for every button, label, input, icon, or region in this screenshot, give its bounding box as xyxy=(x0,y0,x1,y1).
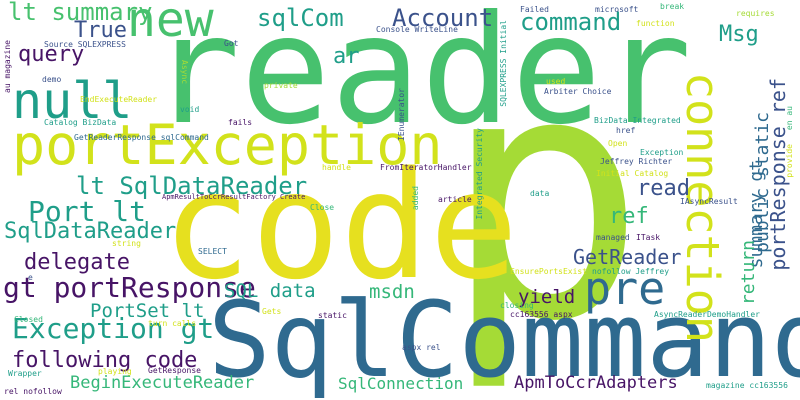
word-portset-lt: PortSet lt xyxy=(90,300,205,322)
word-open: Open xyxy=(608,139,628,148)
word-msg: Msg xyxy=(719,22,759,47)
word-reader: reader xyxy=(150,0,692,158)
word-null: null xyxy=(12,72,133,130)
word-close: Close xyxy=(310,203,335,212)
word-aspx-rel: aspx rel xyxy=(402,343,441,352)
word-jeffrey-richter: Jeffrey Richter xyxy=(600,157,673,166)
word-ensureportsexist: EnsurePortsExist xyxy=(510,267,588,276)
word-managed: managed xyxy=(596,233,630,242)
word-new: new xyxy=(127,0,214,48)
word-delegate: delegate xyxy=(24,250,130,275)
word-cc163556-aspx: cc163556 aspx xyxy=(510,310,573,319)
word-en-au: en au xyxy=(785,106,794,131)
word-getreader: GetReader xyxy=(573,245,682,269)
word-string: string xyxy=(112,239,141,248)
word-apmtoccradapters: ApmToCcrAdapters xyxy=(514,373,678,393)
word-private: private xyxy=(264,81,298,90)
word-demo: demo xyxy=(42,75,62,84)
word-ref: ref xyxy=(609,204,649,229)
word-command: command xyxy=(520,8,622,36)
word-function: function xyxy=(636,19,675,28)
word-endexecutereader: EndExecuteReader xyxy=(80,95,158,104)
word-used: used xyxy=(546,77,566,86)
word-read: read xyxy=(637,176,690,201)
word-integrated-security: Integrated Security xyxy=(475,128,484,220)
word-data: data xyxy=(530,189,550,198)
word-catalog-bizdata: Catalog BizData xyxy=(44,118,117,127)
word-exception-gt: Exception gt xyxy=(12,312,215,345)
word-account: Account xyxy=(392,4,494,32)
word-closing: closing xyxy=(500,301,534,310)
word-sqlcommand: SqlCommand xyxy=(208,279,800,400)
word-article: article xyxy=(438,195,472,204)
word-requires: requires xyxy=(736,9,775,18)
word-bizdata-integrated: BizData Integrated xyxy=(594,116,681,125)
word-portexception: portException xyxy=(12,113,443,177)
word-query: query xyxy=(18,42,85,67)
word-sqldatareader: SqlDataReader xyxy=(4,219,177,244)
word-rel-nofollow: rel nofollow xyxy=(4,387,62,396)
word-following-code: following code xyxy=(12,348,198,373)
word-exception: Exception xyxy=(640,148,684,157)
word-p: p xyxy=(442,0,647,396)
word-pre: pre xyxy=(584,262,666,315)
word-gets: Gets xyxy=(262,307,282,316)
word-wrapper: Wrapper xyxy=(8,369,42,378)
word-break: break xyxy=(660,2,685,11)
word-code: code xyxy=(162,140,519,312)
word-getresponse: GetResponse xyxy=(148,366,201,375)
word-true: True xyxy=(74,18,127,43)
word-lt-summary: lt summary xyxy=(8,0,153,26)
word-sqlconnection: SqlConnection xyxy=(338,374,464,393)
word-sqlexpress-initial: SQLEXPRESS Initial xyxy=(499,20,508,107)
word-ar: ar xyxy=(333,44,360,69)
word-apmresulttoccrresultfactory-create: ApmResultToCcrResultFactory Create xyxy=(162,193,306,201)
word-asyncreaderdemohandler: AsyncReaderDemoHandler xyxy=(654,310,760,319)
word-au-magazine: au magazine xyxy=(3,40,12,93)
word-port-lt: Port lt xyxy=(28,195,147,228)
word-ienumerator: IEnumerator xyxy=(397,88,406,141)
word-got: Got xyxy=(224,39,239,48)
word-lt-sqldatareader: lt SqlDataReader xyxy=(76,172,308,200)
word-connection: connection xyxy=(676,72,729,343)
word-microsoft: microsoft xyxy=(595,5,639,14)
word-gt-portresponse: gt portResponse xyxy=(3,271,256,304)
word-getreaderresponse-sqlcommand: GetReaderResponse sqlCommand xyxy=(74,133,209,142)
word-console-writeline: Console WriteLine xyxy=(376,25,458,34)
word-added: added xyxy=(411,186,420,211)
word-iasyncresult: IAsyncResult xyxy=(680,197,738,206)
word-e: e xyxy=(28,273,33,282)
word-initial-catalog: Initial Catalog xyxy=(596,169,669,178)
word-sqlcom: sqlCom xyxy=(257,4,344,32)
word-playing: playing xyxy=(98,367,132,376)
word-source-sqlexpress: Source SQLEXPRESS xyxy=(44,40,126,49)
word-sql-data: SQL data xyxy=(224,280,316,302)
word-fails: fails xyxy=(228,118,253,127)
word-beginexecutereader: BeginExecuteReader xyxy=(70,373,255,393)
word-magazine-cc163556: magazine cc163556 xyxy=(706,381,788,390)
word-fromiteratorhandler: FromIteratorHandler xyxy=(380,163,472,172)
word-itask: ITask xyxy=(636,233,661,242)
word-provide: provide xyxy=(785,144,794,178)
word-arbiter-choice: Arbiter Choice xyxy=(544,87,612,96)
word-nofollow-jeffrey: nofollow Jeffrey xyxy=(592,267,670,276)
word-msdn: msdn xyxy=(369,281,415,303)
word-yield: yield xyxy=(518,286,576,308)
word-turn-calls: turn calls xyxy=(148,319,197,328)
word-select: SELECT xyxy=(198,247,227,256)
word-void: void xyxy=(180,105,200,114)
word-handle: handle xyxy=(322,163,351,172)
word-href: href xyxy=(616,126,636,135)
word-closed: Closed xyxy=(14,315,43,324)
word-failed: Failed xyxy=(520,5,549,14)
word-static: static xyxy=(318,311,347,320)
word-async: Async xyxy=(180,60,189,85)
